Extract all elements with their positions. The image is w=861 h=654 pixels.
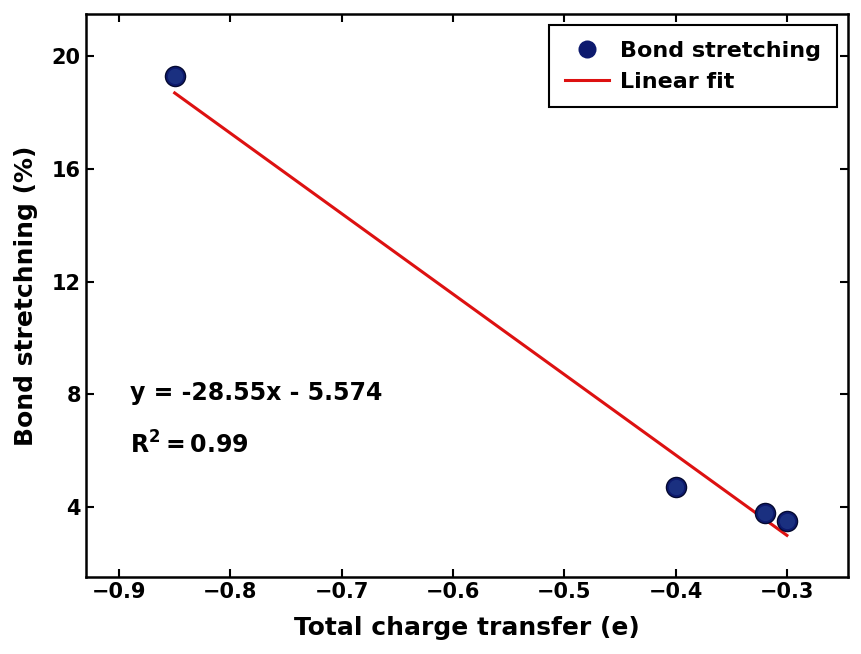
Point xyxy=(779,516,793,526)
Point xyxy=(661,468,675,478)
Text: $\mathbf{R^2 = 0.99}$: $\mathbf{R^2 = 0.99}$ xyxy=(130,431,248,458)
Point xyxy=(779,516,793,526)
Y-axis label: Bond stretchning (%): Bond stretchning (%) xyxy=(14,145,38,446)
Linear fit xyxy=(170,89,180,97)
Point xyxy=(779,516,793,526)
Point xyxy=(668,482,682,492)
Point xyxy=(161,56,175,67)
Text: y = -28.55x - 5.574: y = -28.55x - 5.574 xyxy=(130,381,382,405)
Legend: Bond stretching, Linear fit: Bond stretching, Linear fit xyxy=(548,25,836,107)
Linear fit xyxy=(543,360,554,368)
Point xyxy=(757,508,771,518)
Point xyxy=(168,71,182,81)
Point xyxy=(757,508,771,518)
Linear fit xyxy=(781,532,791,540)
Linear fit xyxy=(533,353,543,360)
Linear fit xyxy=(684,462,695,470)
Point xyxy=(668,482,682,492)
Linear fit xyxy=(531,351,542,359)
Point xyxy=(168,71,182,81)
Point xyxy=(168,71,182,81)
Point xyxy=(757,508,771,518)
Line: Linear fit: Linear fit xyxy=(175,93,786,536)
X-axis label: Total charge transfer (e): Total charge transfer (e) xyxy=(294,616,639,640)
Point xyxy=(668,482,682,492)
Linear fit xyxy=(723,490,734,498)
Linear fit xyxy=(171,90,182,98)
Point xyxy=(772,502,786,512)
Point xyxy=(750,493,764,504)
